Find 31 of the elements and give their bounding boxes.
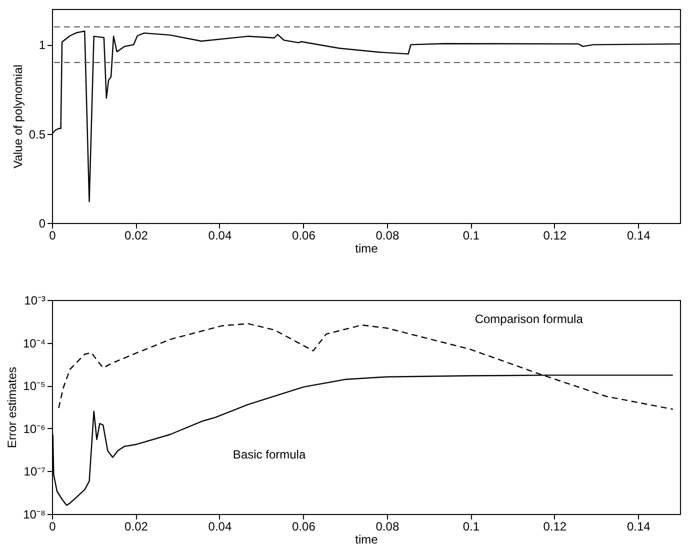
y-tick-label: 10⁻⁸ bbox=[23, 508, 46, 522]
x-tick-label: 0.1 bbox=[462, 228, 480, 242]
y-tick-label: 1 bbox=[38, 38, 46, 52]
x-tick-label: 0.14 bbox=[626, 228, 651, 242]
y-tick-label: 0.5 bbox=[28, 127, 46, 142]
x-tick-label: 0.04 bbox=[208, 228, 232, 242]
y-tick-label: 10⁻³ bbox=[24, 294, 46, 308]
y-tick-label: 10⁻⁶ bbox=[23, 422, 46, 436]
x-tick-label: 0.12 bbox=[543, 520, 567, 534]
text: Basic formula bbox=[232, 448, 306, 462]
x-axis-title: time bbox=[355, 242, 378, 256]
x-tick-label: 0 bbox=[49, 228, 56, 242]
x-axis-title: time bbox=[355, 532, 378, 546]
y-tick-label: 10⁻⁷ bbox=[24, 464, 46, 479]
x-tick-label: 0.14 bbox=[626, 520, 651, 534]
x-tick-label: 0 bbox=[49, 520, 56, 534]
y-tick-label: 10⁻⁵ bbox=[23, 379, 46, 394]
x-tick-label: 0.06 bbox=[292, 228, 316, 242]
y-axis-title: Value of polynomial bbox=[10, 64, 25, 168]
x-tick-label: 0.06 bbox=[292, 520, 316, 534]
y-tick-label: 10⁻⁴ bbox=[22, 336, 46, 350]
x-tick-label: 0.02 bbox=[124, 228, 148, 242]
x-tick-label: 0.1 bbox=[462, 520, 480, 534]
y-axis-title: Error estimates bbox=[4, 366, 19, 448]
x-tick-label: 0.12 bbox=[543, 228, 567, 242]
x-tick-label: 0.02 bbox=[124, 520, 148, 534]
x-tick-label: 0.08 bbox=[376, 520, 400, 534]
x-tick-label: 0.08 bbox=[376, 228, 400, 242]
x-tick-label: 0.04 bbox=[208, 520, 232, 534]
series-label: Comparison formula bbox=[474, 312, 584, 326]
y-tick-label: 0 bbox=[38, 216, 46, 230]
